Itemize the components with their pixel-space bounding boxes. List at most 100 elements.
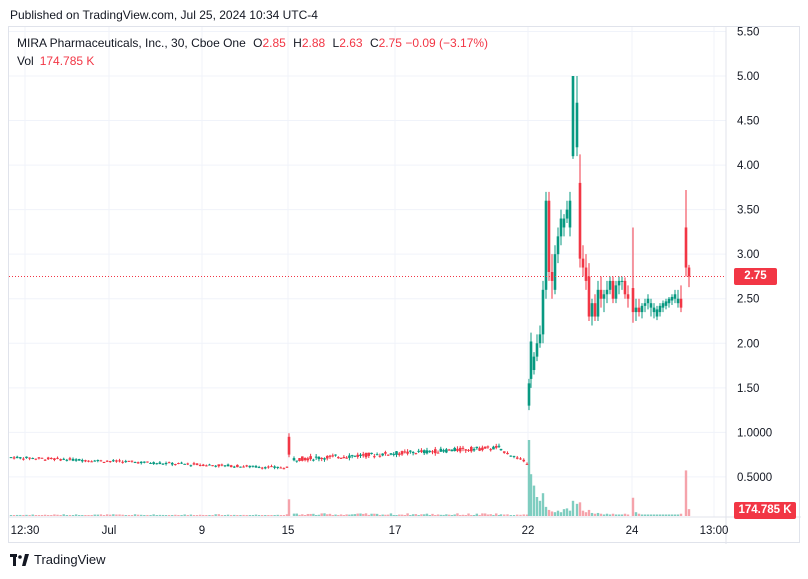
volume-bar: [220, 515, 224, 516]
candle-body: [102, 462, 106, 464]
volume-bar: [314, 515, 318, 516]
candle-body: [661, 303, 665, 308]
candle-body: [581, 258, 585, 268]
y-tick-label: 4.50: [737, 116, 759, 128]
candle-body: [337, 457, 340, 459]
volume-bar: [631, 497, 635, 516]
candle-body: [108, 461, 112, 463]
volume-bar: [499, 514, 503, 516]
candle-body: [22, 458, 25, 460]
chart-frame[interactable]: 0.5000 1.0000 1.50 2.00 2.50 3.00 3.50 4.00 4.50…: [8, 26, 801, 544]
candle-body: [53, 458, 56, 460]
candle-body: [205, 465, 208, 467]
candle-body: [640, 305, 644, 313]
candle-body: [220, 464, 224, 466]
volume-bar: [65, 515, 69, 516]
candle-body: [25, 456, 28, 459]
candle-body: [475, 446, 479, 449]
volume-bar: [599, 513, 603, 516]
change-value: −0.09 (−3.17%): [405, 36, 489, 50]
volume-bar: [559, 512, 563, 516]
volume-bar: [527, 440, 531, 516]
candle-body: [646, 298, 650, 304]
volume-bar: [506, 514, 509, 516]
candle-body: [314, 456, 318, 458]
volume-bar: [562, 509, 566, 516]
candle-body: [381, 453, 384, 456]
volume-value: 174.785 K: [39, 54, 95, 68]
candle-body: [139, 461, 143, 464]
volume-bar: [164, 515, 168, 516]
x-tick-label: 12:30: [11, 525, 40, 537]
volume-bar: [233, 514, 236, 516]
volume-bar: [436, 514, 440, 516]
candle-body: [348, 455, 351, 458]
candle-body: [158, 462, 162, 465]
candle-body: [328, 455, 332, 457]
candle-body: [323, 458, 326, 460]
candle-body: [499, 448, 503, 451]
candle-body: [287, 436, 291, 455]
candle-body: [345, 457, 348, 459]
y-tick-label: 1.50: [737, 383, 759, 395]
candle-body: [339, 457, 343, 459]
candle-body: [276, 466, 279, 468]
candle-body: [236, 464, 239, 468]
candle-body: [192, 463, 196, 465]
candle-body: [90, 461, 93, 463]
candle-body: [637, 307, 641, 313]
candle-body: [453, 447, 456, 452]
candle-body: [152, 462, 155, 465]
volume-bar: [679, 513, 683, 516]
volume-bar: [198, 514, 202, 516]
volume-bar: [295, 513, 298, 516]
candle-body: [593, 303, 597, 317]
candle-body: [248, 465, 252, 468]
candle-body: [373, 456, 376, 458]
tradingview-brand[interactable]: TradingView: [10, 552, 106, 567]
candle-body: [590, 303, 594, 317]
volume-bar: [489, 514, 492, 516]
price-axis[interactable]: 0.5000 1.0000 1.50 2.00 2.50 3.00 3.50 4.00 4.50…: [725, 27, 772, 544]
candle-body: [263, 467, 267, 469]
candle-body: [37, 457, 41, 459]
volume-bar: [381, 514, 384, 516]
high-value: 2.88: [301, 36, 326, 50]
volume-bar: [152, 514, 155, 516]
volume-bar: [575, 503, 579, 516]
volume-bar: [267, 515, 270, 516]
symbol-title[interactable]: MIRA Pharmaceuticals, Inc., 30, Cboe One: [17, 36, 246, 50]
candle-body: [50, 457, 53, 460]
volume-bar: [614, 514, 618, 516]
candle-body: [664, 301, 668, 306]
volume-bar: [22, 515, 25, 516]
volume-bar: [481, 513, 484, 516]
candle-body: [469, 446, 473, 452]
volume-bar: [522, 514, 525, 516]
candle-body: [232, 466, 236, 468]
candle-body: [226, 464, 230, 467]
published-caption: Published on TradingView.com, Jul 25, 20…: [10, 8, 318, 22]
volume-bar: [637, 513, 641, 516]
candle-body: [130, 460, 134, 462]
volume-bar: [93, 514, 96, 516]
candle-body: [527, 383, 531, 406]
candle-body: [532, 356, 536, 370]
price-chart[interactable]: 0.5000 1.0000 1.50 2.00 2.50 3.00 3.50 4.00 4.50…: [9, 27, 801, 544]
volume-bar: [292, 513, 296, 516]
volume-bar: [655, 514, 659, 516]
y-tick-label: 3.00: [737, 249, 759, 261]
time-axis[interactable]: 12:30 Jul 9 15 17 22 24 13:00: [9, 516, 801, 537]
volume-bar: [384, 514, 387, 516]
volume-bar: [406, 513, 409, 516]
volume-bar: [417, 515, 420, 516]
volume-bar: [661, 514, 665, 516]
candle-body: [509, 455, 513, 457]
y-tick-label: 4.00: [737, 160, 759, 172]
candle-body: [77, 459, 81, 461]
volume-bar: [251, 515, 255, 516]
volume-bar: [611, 513, 615, 516]
volume-bar: [53, 514, 56, 516]
volume-bar: [124, 515, 127, 516]
close-label: C: [369, 36, 379, 50]
